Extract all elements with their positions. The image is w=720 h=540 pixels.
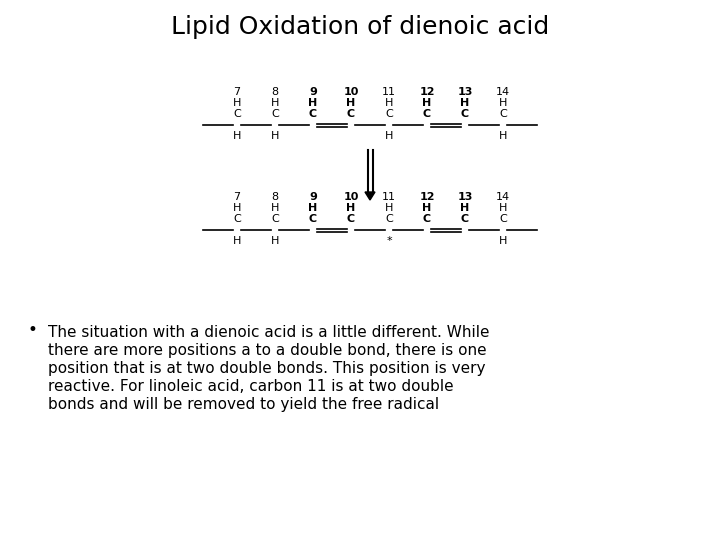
Text: 9: 9 [309, 192, 317, 202]
Text: 7: 7 [233, 87, 240, 97]
Text: C: C [271, 109, 279, 119]
Text: 8: 8 [271, 87, 279, 97]
Text: H: H [233, 98, 241, 108]
Text: H: H [384, 98, 393, 108]
Text: C: C [309, 109, 317, 119]
Text: H: H [271, 131, 279, 141]
Text: 14: 14 [496, 87, 510, 97]
Text: C: C [461, 214, 469, 224]
Text: C: C [499, 214, 507, 224]
Text: *: * [386, 236, 392, 246]
Text: H: H [460, 98, 469, 108]
Text: 7: 7 [233, 192, 240, 202]
Text: 12: 12 [419, 87, 435, 97]
Text: 11: 11 [382, 192, 396, 202]
Text: C: C [347, 214, 355, 224]
Text: •: • [28, 321, 38, 339]
Text: C: C [271, 214, 279, 224]
Text: H: H [423, 98, 431, 108]
Text: 10: 10 [343, 192, 359, 202]
Text: C: C [385, 214, 393, 224]
Text: H: H [384, 131, 393, 141]
Text: H: H [499, 203, 507, 213]
Text: H: H [233, 236, 241, 246]
Text: 8: 8 [271, 192, 279, 202]
Text: 13: 13 [457, 87, 473, 97]
Text: C: C [423, 109, 431, 119]
Text: The situation with a dienoic acid is a little different. While: The situation with a dienoic acid is a l… [48, 325, 490, 340]
Text: 11: 11 [382, 87, 396, 97]
Text: C: C [347, 109, 355, 119]
Text: C: C [499, 109, 507, 119]
Text: C: C [385, 109, 393, 119]
Text: H: H [308, 203, 318, 213]
Text: H: H [271, 236, 279, 246]
Text: H: H [271, 203, 279, 213]
Text: H: H [308, 98, 318, 108]
Text: H: H [271, 98, 279, 108]
Text: position that is at two double bonds. This position is very: position that is at two double bonds. Th… [48, 361, 485, 376]
Text: 13: 13 [457, 192, 473, 202]
Text: Lipid Oxidation of dienoic acid: Lipid Oxidation of dienoic acid [171, 15, 549, 39]
Text: C: C [309, 214, 317, 224]
Text: 12: 12 [419, 192, 435, 202]
Text: C: C [423, 214, 431, 224]
Text: H: H [499, 131, 507, 141]
Polygon shape [365, 192, 375, 200]
Text: H: H [233, 203, 241, 213]
Text: H: H [346, 98, 356, 108]
Text: H: H [384, 203, 393, 213]
Text: H: H [499, 236, 507, 246]
Text: reactive. For linoleic acid, carbon 11 is at two double: reactive. For linoleic acid, carbon 11 i… [48, 379, 454, 394]
Text: H: H [346, 203, 356, 213]
Text: H: H [423, 203, 431, 213]
Text: 10: 10 [343, 87, 359, 97]
Text: there are more positions a to a double bond, there is one: there are more positions a to a double b… [48, 343, 487, 358]
Text: H: H [499, 98, 507, 108]
Text: H: H [233, 131, 241, 141]
Text: 9: 9 [309, 87, 317, 97]
Text: H: H [460, 203, 469, 213]
Text: C: C [233, 214, 241, 224]
Text: 14: 14 [496, 192, 510, 202]
Text: bonds and will be removed to yield the free radical: bonds and will be removed to yield the f… [48, 397, 439, 412]
Text: C: C [233, 109, 241, 119]
Text: C: C [461, 109, 469, 119]
